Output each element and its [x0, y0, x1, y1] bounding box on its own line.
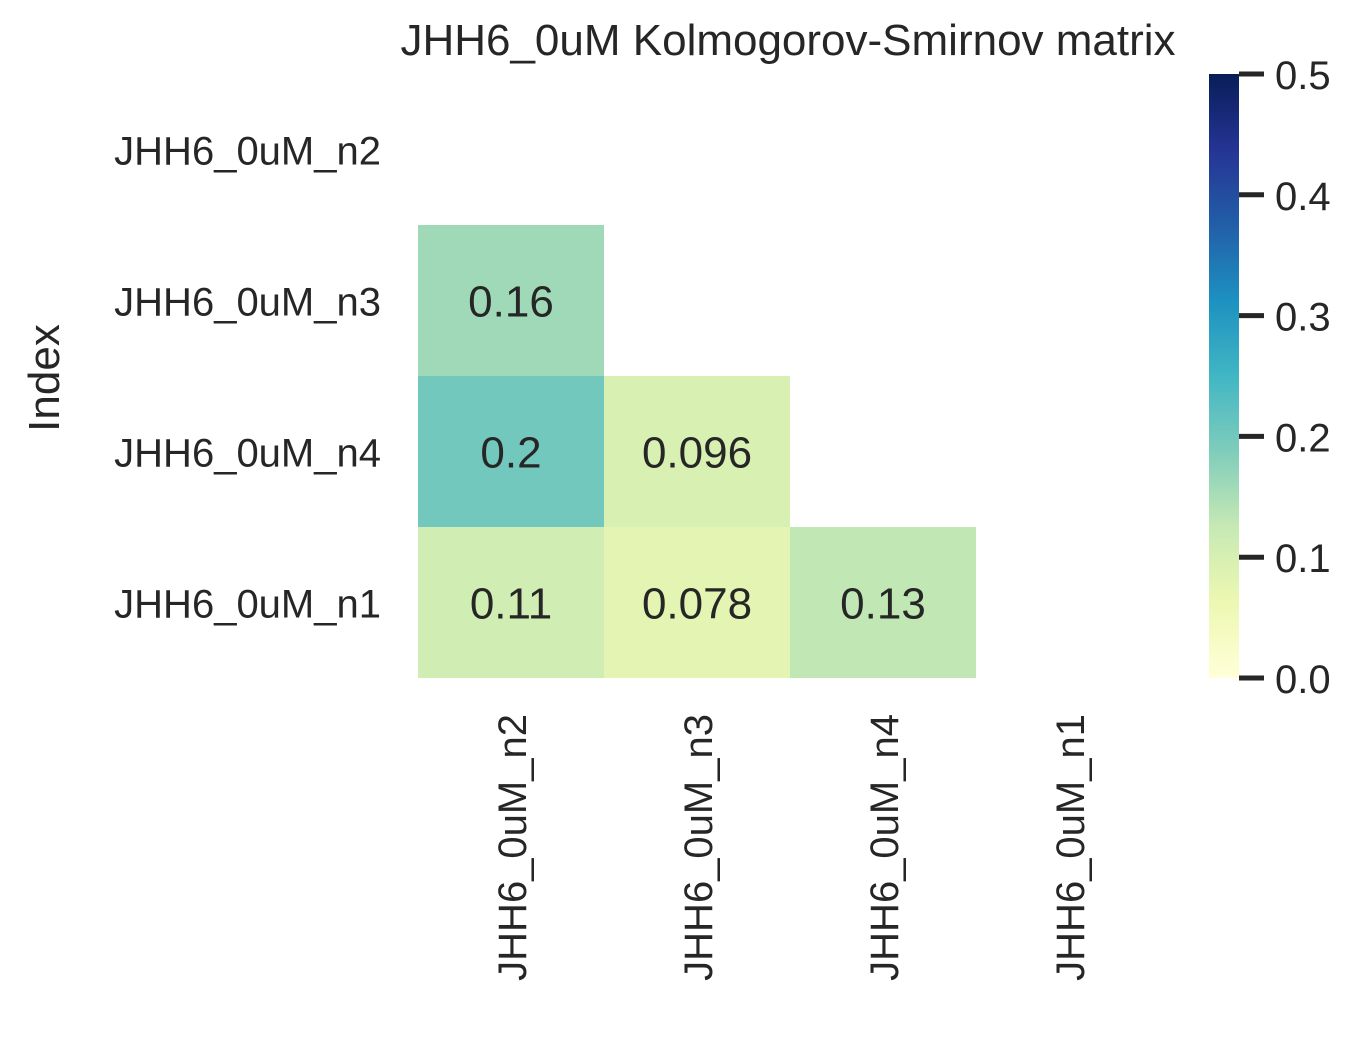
heatmap-cell: [418, 376, 604, 527]
colorbar-gradient: [1209, 74, 1239, 678]
cell-value-label: 0.11: [470, 580, 552, 629]
colorbar-tick-label: 0.3: [1275, 296, 1331, 340]
chart-title: JHH6_0uM Kolmogorov-Smirnov matrix: [400, 16, 1175, 65]
row-label: JHH6_0uM_n3: [114, 281, 381, 325]
heatmap-cell: [604, 376, 790, 527]
column-label: JHH6_0uM_n1: [1049, 714, 1093, 981]
heatmap-cell: [418, 225, 604, 376]
heatmap-cell: [604, 527, 790, 678]
column-tick-labels: JHH6_0uM_n2 JHH6_0uM_n3 JHH6_0uM_n4 JHH6_0u…: [491, 714, 1093, 981]
cell-value-label: 0.2: [480, 429, 541, 478]
heatmap-cell: [790, 527, 976, 678]
colorbar-tick-label: 0.0: [1275, 658, 1331, 702]
column-label: JHH6_0uM_n4: [863, 714, 907, 981]
column-label: JHH6_0uM_n3: [677, 714, 721, 981]
colorbar-tick-label: 0.4: [1275, 175, 1331, 219]
colorbar-tick-label: 0.2: [1275, 416, 1331, 460]
colorbar-tick-label: 0.1: [1275, 537, 1331, 581]
colorbar: 0.0 0.1 0.2 0.3 0.4 0.5: [1209, 54, 1331, 702]
cell-value-label: 0.096: [642, 429, 752, 478]
cell-value-label: 0.078: [642, 580, 752, 629]
cell-value-label: 0.13: [840, 580, 926, 629]
cell-value-label: 0.16: [468, 278, 554, 327]
row-label: JHH6_0uM_n1: [114, 583, 381, 627]
row-tick-labels: JHH6_0uM_n2 JHH6_0uM_n3 JHH6_0uM_n4 JHH6_0u…: [114, 130, 381, 627]
heatmap-cell: [418, 527, 604, 678]
y-axis-label: Index: [20, 324, 69, 432]
column-label: JHH6_0uM_n2: [491, 714, 535, 981]
row-label: JHH6_0uM_n4: [114, 432, 381, 476]
row-label: JHH6_0uM_n2: [114, 130, 381, 174]
heatmap-cells: 0.16 0.2 0.096 0.11 0.078 0.13: [418, 225, 976, 678]
colorbar-tick-label: 0.5: [1275, 54, 1331, 98]
